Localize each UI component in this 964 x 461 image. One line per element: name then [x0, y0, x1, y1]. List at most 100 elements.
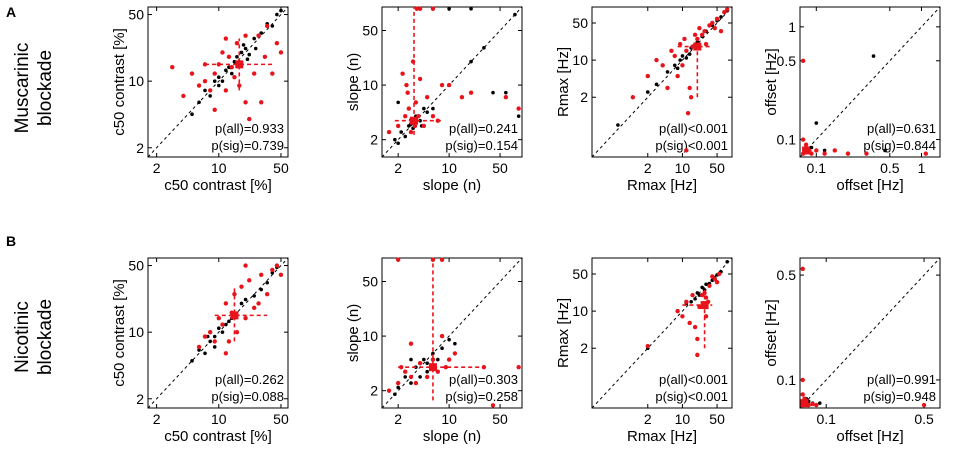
plot-1-1-ytick-label-1: 10	[362, 328, 378, 344]
plot-0-1-xtick-label-2: 50	[492, 160, 508, 176]
plot-1-1-control-point-7	[425, 361, 429, 365]
plot-0-2-unity-line	[591, 6, 733, 158]
plot-0-3-significant-point-3	[809, 151, 814, 156]
plot-0-3-xtick-label-2: 1	[918, 160, 926, 176]
plot-0-2-significant-point-29	[688, 95, 694, 100]
plot-0-3-stat-0: p(all)=0.631	[867, 121, 936, 136]
plot-0-1-control-point-9	[422, 106, 426, 111]
plot-0-2-significant-point-5	[669, 48, 674, 53]
plot-1-1-control-point-13	[425, 369, 429, 374]
plot-0-0-control-point-0	[190, 112, 194, 117]
plot-1-0-stat-0: p(all)=0.262	[215, 372, 284, 387]
plot-1-2-significant-point-0	[645, 343, 650, 349]
plot-1-1-control-point-10	[440, 346, 444, 350]
plot-0-0-control-point-11	[239, 50, 244, 55]
plot-0-0-stat-1: p(sig)=0.739	[211, 138, 284, 153]
plot-1-3-significant-point-4	[810, 401, 815, 407]
plot-1-0-significant-point-1	[202, 334, 208, 339]
plot-1-0-significant-point-6	[223, 301, 229, 306]
plot-0-0-control-point-20	[279, 8, 283, 13]
plot-1-0-control-point-3	[208, 339, 212, 344]
plot-0-3-significant-point-9	[800, 58, 806, 63]
plot-0-1-control-point-14	[482, 46, 486, 50]
plot-1-1-stat-0: p(all)=0.303	[449, 372, 518, 387]
plot-0-1-control-point-18	[447, 6, 451, 11]
plot-0-1-significant-point-4	[405, 90, 410, 95]
plot-0-0-control-point-19	[275, 12, 279, 17]
plot-1-1-significant-point-10	[439, 333, 445, 339]
plot-0-2-control-point-17	[678, 58, 682, 62]
plot-1-0-control-point-7	[224, 322, 228, 327]
plot-1-0-significant-point-13	[247, 278, 252, 283]
plot-0-1-xlabel: slope (n)	[423, 177, 481, 194]
plot-0-3-control-point-3	[822, 148, 827, 153]
plot-0-1-control-point-17	[516, 114, 521, 118]
plot-0-0-control-point-2	[203, 88, 207, 93]
plot-0-1-significant-point-18	[459, 94, 465, 100]
plot-0-3-ytick-label-2: 1	[788, 19, 796, 35]
plot-0-1-control-point-4	[407, 124, 411, 128]
plot-0-1-significant-point-6	[408, 129, 414, 135]
plot-0-2-significant-point-18	[699, 32, 705, 37]
plot-0-0-significant-point-29	[212, 107, 217, 113]
plot-0-1-control-point-2	[399, 130, 403, 134]
plot-1-2-xtick-label-0: 2	[644, 411, 652, 427]
plot-0-1-significant-point-19	[468, 90, 474, 95]
plot-0-2-control-point-6	[680, 54, 685, 58]
plot-0-2-significant-point-19	[702, 29, 707, 34]
plot-1-1-significant-point-7	[424, 374, 430, 380]
plot-0-1-ylabel: slope (n)	[345, 53, 362, 111]
plot-1-0-significant-point-15	[256, 301, 261, 306]
plot-0-0-significant-point-12	[229, 65, 234, 70]
plot-1-1-unity-line	[381, 257, 523, 409]
plot-1-0-significant-point-18	[270, 267, 275, 273]
plot-1-0-control-point-14	[265, 280, 269, 285]
plot-0-1-significant-point-22	[417, 6, 423, 11]
plot-0-3-frame	[799, 6, 941, 158]
plot-0-1-control-point-22	[491, 90, 495, 95]
plot-0-3-significant-point-11	[800, 137, 806, 142]
plot-0-1-significant-point-2	[403, 113, 408, 119]
plot-0-1-significant-point-11	[417, 76, 423, 82]
plot-0-1-significant-point-23	[430, 6, 436, 11]
plot-0-0-significant-point-6	[207, 88, 213, 93]
plot-1-0-xlabel: c50 contrast [%]	[164, 428, 272, 445]
plot-1-2-ytick-label-1: 10	[572, 303, 588, 319]
plot-1-3-ytick-label-0: 0.1	[777, 372, 797, 388]
plot-0-0-ylabel: c50 contrast [%]	[111, 28, 128, 136]
plot-0-0-control-point-23	[245, 57, 250, 61]
plot-0-2-significant-point-4	[665, 85, 670, 91]
plot-1-2-stat-0: p(all)<0.001	[659, 372, 728, 387]
plot-1-1-significant-point-4	[408, 374, 414, 380]
plot-1-1-xtick-label-0: 2	[394, 411, 402, 427]
plot-1-1-significant-point-18	[439, 257, 445, 262]
plot-1-2-xlabel: Rmax [Hz]	[627, 428, 697, 445]
plot-0-0-control-point-4	[212, 79, 217, 83]
plot-1-1-significant-point-5	[413, 380, 419, 386]
plot-0-2-xlabel: Rmax [Hz]	[627, 177, 697, 194]
plot-0-1-median-marker	[410, 116, 419, 125]
plot-0-0-frame	[147, 6, 289, 158]
plot-1-1-control-point-11	[447, 337, 451, 342]
plot-0-2-stat-0: p(all)<0.001	[659, 121, 728, 136]
plot-1-2-significant-point-15	[712, 276, 718, 282]
plot-0-1-significant-point-25	[400, 71, 405, 76]
plot-0-1-control-point-1	[396, 141, 400, 146]
plot-1-2-significant-point-17	[716, 271, 722, 277]
plot-1-2-ytick-label-2: 50	[572, 266, 588, 282]
plot-0-2-significant-point-24	[714, 16, 720, 21]
plot-1-0-significant-point-16	[259, 272, 264, 277]
plot-1-0-significant-point-0	[196, 344, 202, 350]
row-title-a: Muscarinic blockade	[12, 43, 56, 134]
plot-1-2-frame	[591, 257, 733, 409]
plot-0-0-significant-point-2	[189, 71, 195, 76]
plot-1-2-xtick-label-2: 50	[709, 411, 725, 427]
plot-1-0-significant-point-20	[278, 272, 284, 277]
plot-0-3-control-point-2	[814, 121, 819, 125]
plot-1-0-ytick-label-0: 2	[136, 391, 144, 407]
plot-0-0-significant-point-11	[226, 54, 232, 60]
plot-1-1-significant-point-20	[490, 403, 496, 408]
plot-0-0-control-point-10	[235, 55, 239, 59]
